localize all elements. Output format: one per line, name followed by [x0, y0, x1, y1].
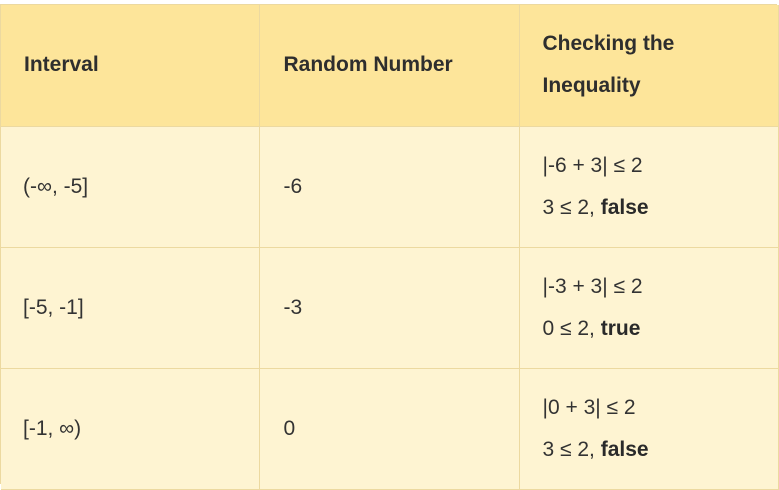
check-simplified: 3 ≤ 2,	[542, 437, 601, 461]
cell-check: |0 + 3| ≤ 2 3 ≤ 2, false	[519, 368, 779, 490]
check-expression: |-6 + 3| ≤ 2	[542, 153, 643, 177]
check-verdict: false	[600, 195, 649, 219]
table-body: (-∞, -5] -6 |-6 + 3| ≤ 2 3 ≤ 2, false [-…	[1, 126, 779, 490]
check-expression: |-3 + 3| ≤ 2	[542, 274, 643, 298]
cell-interval: [-5, -1]	[1, 247, 260, 369]
table-row: (-∞, -5] -6 |-6 + 3| ≤ 2 3 ≤ 2, false	[1, 126, 779, 248]
cell-random-number: -3	[259, 247, 520, 369]
cell-check: |-6 + 3| ≤ 2 3 ≤ 2, false	[519, 126, 779, 248]
header-checking-line-2: Inequality	[542, 74, 641, 98]
table-row: [-1, ∞) 0 |0 + 3| ≤ 2 3 ≤ 2, false	[1, 368, 779, 490]
header-checking-inequality: Checking the Inequality	[519, 5, 779, 127]
cell-interval: [-1, ∞)	[1, 368, 260, 490]
cell-random-number: 0	[259, 368, 520, 490]
check-result-line: 3 ≤ 2, false	[543, 187, 778, 229]
check-expression: |0 + 3| ≤ 2	[542, 395, 636, 419]
cell-random-number: -6	[259, 126, 520, 248]
check-verdict: true	[600, 316, 641, 340]
inequality-table-grid: Interval Random Number Checking the Ineq…	[1, 5, 779, 490]
table-header: Interval Random Number Checking the Ineq…	[1, 5, 779, 127]
inequality-table: Interval Random Number Checking the Ineq…	[0, 4, 779, 490]
check-simplified: 3 ≤ 2,	[542, 195, 601, 219]
cell-check: |-3 + 3| ≤ 2 0 ≤ 2, true	[519, 247, 779, 369]
header-random-number: Random Number	[259, 5, 520, 127]
check-simplified: 0 ≤ 2,	[542, 316, 601, 340]
header-interval: Interval	[1, 5, 260, 127]
cell-interval: (-∞, -5]	[1, 126, 260, 248]
header-checking-line-1: Checking the	[542, 32, 675, 56]
check-result-line: 3 ≤ 2, false	[543, 429, 778, 471]
header-row: Interval Random Number Checking the Ineq…	[1, 5, 779, 127]
table-row: [-5, -1] -3 |-3 + 3| ≤ 2 0 ≤ 2, true	[1, 247, 779, 369]
check-verdict: false	[600, 437, 649, 461]
check-result-line: 0 ≤ 2, true	[543, 308, 778, 350]
